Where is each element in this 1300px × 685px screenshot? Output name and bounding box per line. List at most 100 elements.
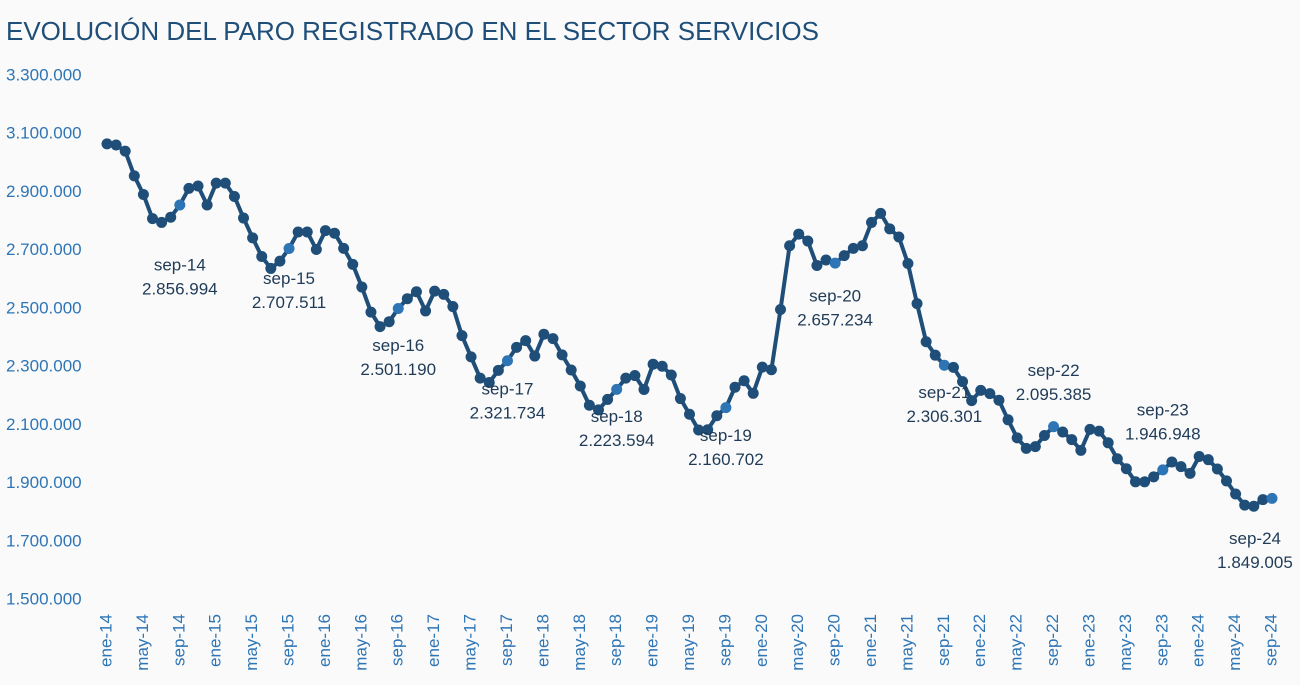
data-label-category: sep-20 [809,287,861,306]
x-tick-label: sep-16 [388,614,407,666]
x-tick-label: may-24 [1225,614,1244,671]
data-point [1111,453,1123,465]
chart-title: EVOLUCIÓN DEL PARO REGISTRADO EN EL SECT… [6,16,819,46]
data-label: 2.223.594 [579,431,655,450]
data-point [128,170,140,182]
data-point [347,258,359,270]
data-point [1057,426,1069,438]
data-point [856,240,868,252]
data-label-category: sep-23 [1137,400,1189,419]
x-tick-label: ene-24 [1189,614,1208,667]
data-point [1211,463,1223,475]
data-point [775,303,787,315]
data-point [620,372,632,384]
data-point [875,207,887,219]
x-tick-label: ene-17 [424,614,443,667]
data-point [984,388,996,400]
data-point [847,242,859,254]
data-point [301,226,313,238]
data-point [156,216,168,228]
data-point [110,139,122,151]
data-point [1048,421,1060,433]
data-point [1084,423,1096,435]
data-point [456,330,468,342]
data-point [638,384,650,396]
x-tick-label: sep-21 [934,614,953,666]
data-point [793,228,805,240]
data-point [310,244,322,256]
data-point [401,293,413,305]
data-label-category: sep-16 [372,336,424,355]
data-point [1011,432,1023,444]
x-tick-label: ene-19 [643,614,662,667]
x-tick-label: ene-15 [206,614,225,667]
x-tick-label: sep-14 [169,614,188,666]
x-tick-label: ene-14 [96,614,115,667]
data-point [483,377,495,389]
y-tick-label: 2.900.000 [6,182,82,201]
x-tick-label: sep-23 [1152,614,1171,666]
data-point [228,191,240,203]
data-point [957,376,969,388]
data-point [902,257,914,269]
data-label: 2.657.234 [797,311,873,330]
data-point [147,213,159,225]
data-point [765,364,777,376]
data-point [947,361,959,373]
data-point [1002,414,1014,426]
data-point [137,188,149,200]
x-tick-label: sep-19 [715,614,734,666]
x-tick-label: may-14 [133,614,152,671]
data-point [247,232,259,244]
data-point [629,370,641,382]
data-point [583,399,595,411]
data-point [693,424,705,436]
data-point [647,358,659,370]
data-point [319,225,331,237]
data-point [283,242,295,254]
data-point [656,360,668,372]
data-point [165,211,177,223]
data-point [592,404,604,416]
data-point [966,395,978,407]
y-tick-label: 1.700.000 [6,531,82,550]
data-point [884,223,896,235]
data-point [429,285,441,297]
x-tick-label: sep-24 [1261,614,1280,666]
x-tick-label: sep-15 [279,614,298,666]
data-point [665,369,677,381]
data-label: 2.501.190 [360,360,436,379]
data-point [219,177,231,189]
data-label-category: sep-17 [481,379,533,398]
y-tick-label: 2.100.000 [6,415,82,434]
data-point [574,380,586,392]
data-point [1184,467,1196,479]
data-point [756,361,768,373]
data-point [1193,450,1205,462]
data-point [866,216,878,228]
x-tick-label: may-17 [461,614,480,671]
data-point [374,321,386,333]
x-tick-label: ene-21 [861,614,880,667]
data-point [929,349,941,361]
data-point [920,336,932,348]
data-label: 2.707.511 [252,293,326,312]
data-point [265,262,277,274]
data-point [292,226,304,238]
x-tick-label: ene-22 [970,614,989,667]
data-point [511,341,523,353]
data-point [465,351,477,363]
data-point [501,355,513,367]
data-point [556,349,568,361]
y-tick-label: 1.900.000 [6,473,82,492]
y-tick-label: 2.500.000 [6,298,82,317]
data-point [274,255,286,267]
data-label: 1.946.948 [1125,424,1201,443]
data-point [1157,464,1169,476]
data-point [101,138,113,150]
data-point [174,199,186,211]
data-point [1175,461,1187,473]
x-tick-label: may-19 [679,614,698,671]
data-label: 2.095.385 [1016,385,1092,404]
